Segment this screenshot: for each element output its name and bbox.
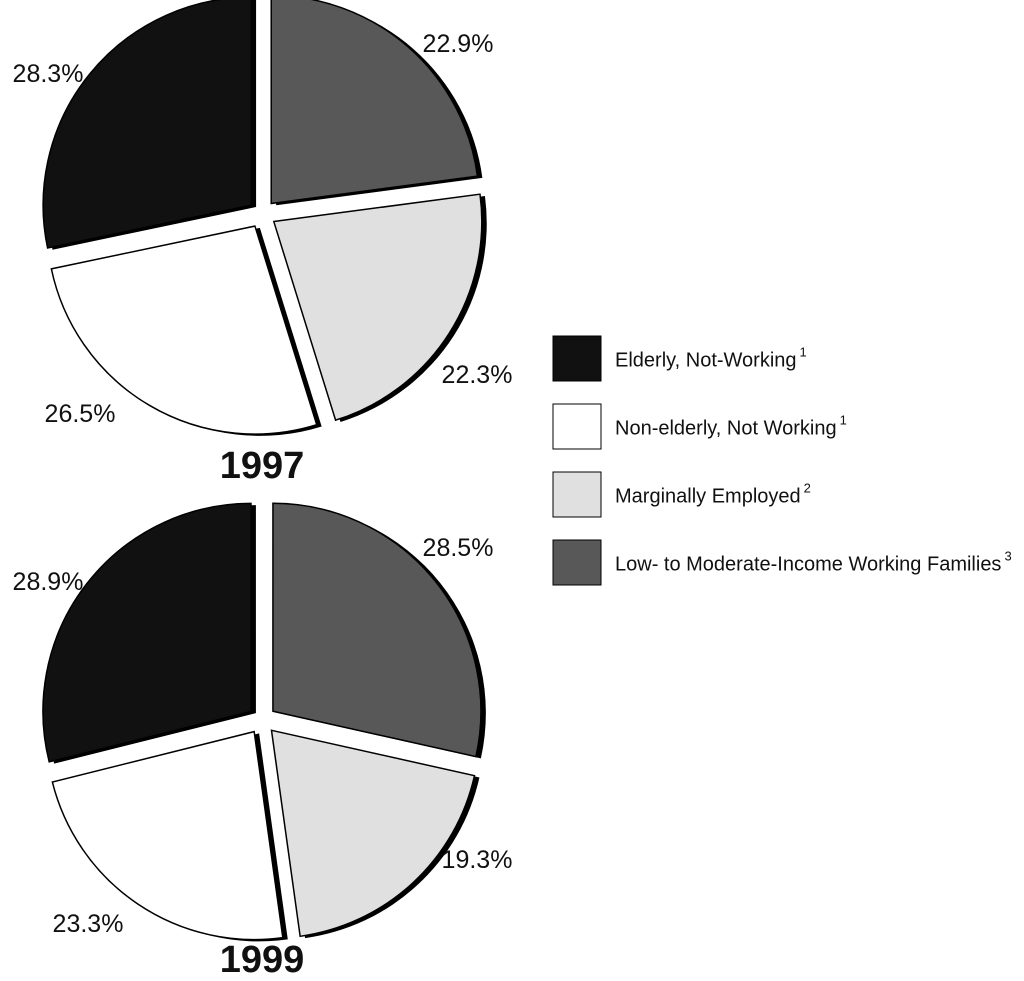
slice-marginal: [272, 193, 483, 422]
chart-title: 1997: [220, 445, 305, 487]
legend-swatch: [552, 335, 602, 382]
legend-item-lowmod: Low- to Moderate-Income Working Families…: [552, 539, 1012, 586]
legend-label: Low- to Moderate-Income Working Families…: [615, 549, 1012, 576]
data-label-nonelderly: 26.5%: [45, 400, 116, 428]
slice-nonelderly: [51, 730, 284, 941]
legend-item-nonelderly: Non-elderly, Not Working 1: [552, 403, 847, 450]
slice-elderly: [42, 502, 252, 763]
legend-label: Marginally Employed 2: [615, 481, 811, 508]
data-label-nonelderly: 23.3%: [53, 910, 124, 938]
data-label-elderly: 28.3%: [13, 60, 84, 88]
data-label-elderly: 28.9%: [13, 568, 84, 596]
pie-chart-1997: 22.9% 22.3% 26.5% 28.3% 1997: [13, 0, 513, 487]
legend-item-elderly: Elderly, Not-Working 1: [552, 335, 807, 382]
slice-lowmod: [270, 0, 479, 205]
legend-footnote-marker: 3: [1004, 549, 1011, 564]
slice-lowmod: [272, 502, 482, 758]
legend-swatch: [552, 471, 602, 518]
legend-item-marginal: Marginally Employed 2: [552, 471, 811, 518]
chart-title: 1999: [220, 939, 305, 981]
data-label-lowmod: 28.5%: [423, 534, 494, 562]
slice-elderly: [42, 0, 252, 249]
pie-chart-1999: 28.5% 19.3% 23.3% 28.9% 1999: [13, 502, 513, 981]
data-label-marginal: 22.3%: [442, 361, 513, 389]
legend-label-text: Marginally Employed: [615, 486, 801, 508]
data-label-lowmod: 22.9%: [423, 30, 494, 58]
legend-label-text: Non-elderly, Not Working: [615, 418, 837, 440]
legend-footnote-marker: 1: [800, 345, 807, 360]
data-label-marginal: 19.3%: [442, 846, 513, 874]
legend-swatch: [552, 403, 602, 450]
legend-footnote-marker: 1: [840, 413, 847, 428]
legend-swatch: [552, 539, 602, 586]
legend-footnote-marker: 2: [804, 481, 811, 496]
legend-label: Non-elderly, Not Working 1: [615, 413, 847, 440]
legend-label-text: Elderly, Not-Working: [615, 350, 797, 372]
legend-label-text: Low- to Moderate-Income Working Families: [615, 554, 1001, 576]
legend-label: Elderly, Not-Working 1: [615, 345, 807, 372]
slice-nonelderly: [50, 225, 318, 435]
slice-marginal: [270, 729, 476, 938]
